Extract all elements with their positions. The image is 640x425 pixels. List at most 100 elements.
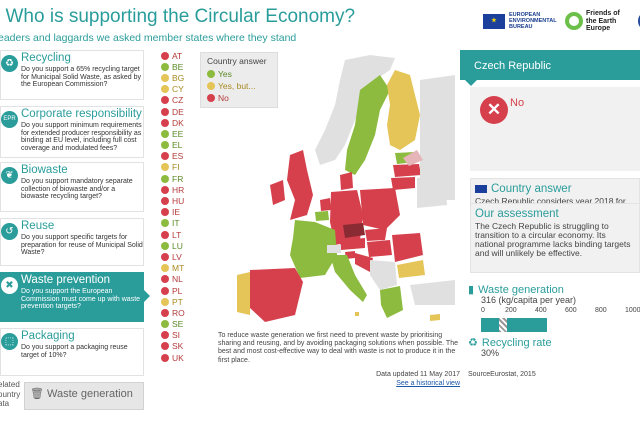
waste-generation-button[interactable]: 🗑 Waste generation <box>24 382 144 410</box>
country-code: SE <box>172 319 184 330</box>
question-card-title: Waste prevention <box>21 274 111 286</box>
country-item-ie[interactable]: IE <box>161 207 193 218</box>
map-poland[interactable] <box>360 188 400 230</box>
page-title: l Who is supporting the Circular Economy… <box>0 6 356 27</box>
map-croatia[interactable] <box>355 253 373 272</box>
country-item-be[interactable]: BE <box>161 61 193 72</box>
bin-icon: 🗑 <box>30 388 44 400</box>
country-item-cz[interactable]: CZ <box>161 95 193 106</box>
country-answer-heading: Country answer <box>491 183 572 195</box>
country-item-mt[interactable]: MT <box>161 263 193 274</box>
map-norway[interactable] <box>315 55 395 165</box>
country-item-lu[interactable]: LU <box>161 240 193 251</box>
country-answer-box: ✕ No <box>470 87 640 171</box>
country-item-at[interactable]: AT <box>161 50 193 61</box>
question-card-reuse[interactable]: ↺ Reuse Do you support specific targets fo… <box>0 218 144 266</box>
map-greece[interactable] <box>380 286 403 318</box>
map-russia[interactable] <box>420 75 455 200</box>
map-lithuania[interactable] <box>391 177 415 190</box>
question-card-description: Do you support mandatory separate collec… <box>21 178 133 201</box>
country-code: PT <box>172 296 183 307</box>
question-card-recycling[interactable]: ♻ Recycling Do you support a 65% recycling… <box>0 50 144 100</box>
country-list: AT BE BG CY CZ DE DK EE EL ES FI FR HR HU IE IT LT LU LV MT… <box>161 50 193 363</box>
map-latvia[interactable] <box>393 164 421 177</box>
legend-item-no[interactable]: No <box>207 93 271 103</box>
historical-view-link[interactable]: See a historical view <box>396 380 460 387</box>
country-status-icon <box>161 308 169 317</box>
assessment-text: The Czech Republic is struggling to tran… <box>475 221 631 258</box>
map-sweden[interactable] <box>345 75 390 175</box>
country-item-se[interactable]: SE <box>161 319 193 330</box>
country-item-cy[interactable]: CY <box>161 84 193 95</box>
country-item-sk[interactable]: SK <box>161 341 193 352</box>
country-item-hr[interactable]: HR <box>161 184 193 195</box>
country-item-dk[interactable]: DK <box>161 117 193 128</box>
country-item-lv[interactable]: LV <box>161 251 193 262</box>
country-item-hu[interactable]: HU <box>161 195 193 206</box>
map-romania[interactable] <box>392 233 423 262</box>
country-item-fi[interactable]: FI <box>161 162 193 173</box>
map-belarus[interactable] <box>417 175 447 208</box>
country-item-fr[interactable]: FR <box>161 173 193 184</box>
country-item-it[interactable]: IT <box>161 218 193 229</box>
country-item-es[interactable]: ES <box>161 151 193 162</box>
question-card-biowaste[interactable]: ❦ Biowaste Do you support mandatory separa… <box>0 162 144 212</box>
map-malta[interactable] <box>355 312 359 316</box>
country-item-de[interactable]: DE <box>161 106 193 117</box>
waste-prevention-note: To reduce waste generation we first need… <box>218 332 458 364</box>
question-card-packaging[interactable]: ⬚ Packaging Do you support a packaging reu… <box>0 328 144 376</box>
eeb-logo[interactable]: ★ EUROPEAN ENVIRONMENTAL BUREAU <box>483 12 557 30</box>
country-item-ee[interactable]: EE <box>161 128 193 139</box>
country-item-uk[interactable]: UK <box>161 352 193 363</box>
recycling-rate-stat: ♻ Recycling rate <box>468 336 552 350</box>
country-code: FI <box>172 162 180 173</box>
country-item-si[interactable]: SI <box>161 330 193 341</box>
map-belgium[interactable] <box>315 211 329 221</box>
legend-item-yes[interactable]: Yes <box>207 69 271 79</box>
legend-item-yesbut[interactable]: Yes, but... <box>207 81 271 91</box>
map-bulgaria[interactable] <box>397 260 425 278</box>
country-item-ro[interactable]: RO <box>161 307 193 318</box>
country-item-el[interactable]: EL <box>161 140 193 151</box>
map-denmark[interactable] <box>340 172 353 190</box>
map-austria[interactable] <box>340 238 365 250</box>
country-status-icon <box>161 129 169 138</box>
waste-prevention-icon: ✖ <box>1 277 18 294</box>
country-status-icon <box>161 185 169 194</box>
question-card-description: Do you support a 65% recycling target fo… <box>21 66 141 89</box>
question-card-corporate-responsibility[interactable]: EPR Corporate responsibility Do you suppor… <box>0 106 144 158</box>
map-slovakia[interactable] <box>365 228 387 241</box>
map-turkey <box>410 280 455 305</box>
map-italy[interactable] <box>330 255 367 302</box>
map-netherlands[interactable] <box>320 198 331 211</box>
map-spain[interactable] <box>250 268 303 322</box>
map-ireland[interactable] <box>270 180 285 205</box>
map-finland[interactable] <box>387 70 420 150</box>
map-portugal[interactable] <box>237 272 250 315</box>
waste-generation-bar-fill <box>481 318 548 332</box>
waste-generation-bar <box>481 318 636 332</box>
question-card-description: Do you support a packaging reuse target … <box>21 344 128 359</box>
biowaste-icon: ❦ <box>1 167 18 184</box>
map-hungary[interactable] <box>367 240 392 257</box>
map-czech-republic[interactable] <box>343 223 365 238</box>
foe-logo-text: Friends of the Earth Europe <box>586 10 620 32</box>
country-code: PL <box>172 285 183 296</box>
country-code: IT <box>172 218 180 229</box>
country-code: NL <box>172 274 183 285</box>
country-item-lt[interactable]: LT <box>161 229 193 240</box>
map-france[interactable] <box>290 220 337 278</box>
country-item-nl[interactable]: NL <box>161 274 193 285</box>
country-item-bg[interactable]: BG <box>161 72 193 83</box>
country-item-pt[interactable]: PT <box>161 296 193 307</box>
country-code: IE <box>172 207 181 218</box>
map-cyprus[interactable] <box>430 314 440 321</box>
question-card-title: Packaging <box>21 330 75 342</box>
country-code: SK <box>172 341 184 352</box>
question-card-waste-prevention[interactable]: ✖ Waste prevention Do you support the Euro… <box>0 272 150 322</box>
legend-no-dot <box>207 94 215 102</box>
country-code: HR <box>172 184 185 195</box>
foe-logo[interactable]: Friends of the Earth Europe <box>565 10 630 33</box>
country-item-pl[interactable]: PL <box>161 285 193 296</box>
map-uk[interactable] <box>287 150 313 220</box>
